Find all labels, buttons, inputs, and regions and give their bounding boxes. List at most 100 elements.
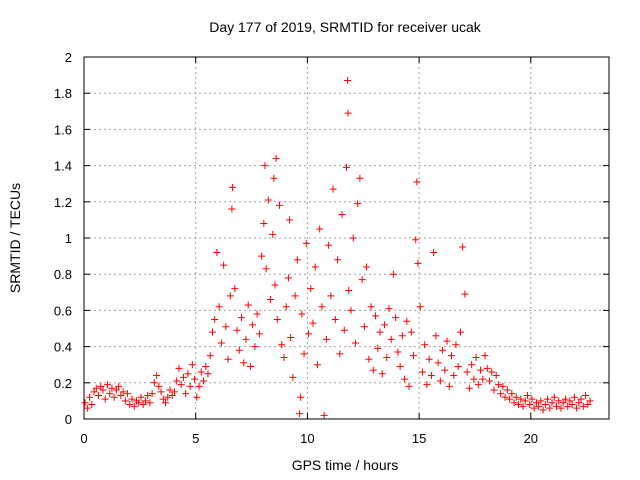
data-point	[452, 341, 460, 349]
data-point	[270, 174, 278, 182]
data-point	[450, 372, 458, 380]
data-point	[275, 201, 283, 209]
data-point	[320, 411, 328, 419]
data-point	[150, 379, 158, 387]
data-point	[550, 393, 558, 401]
data-point	[170, 388, 178, 396]
data-point	[175, 364, 183, 372]
data-point	[211, 315, 219, 323]
data-point	[389, 270, 397, 278]
data-point	[347, 306, 355, 314]
y-tick-label: 1.8	[54, 86, 72, 101]
data-point	[401, 375, 409, 383]
data-point	[557, 404, 565, 412]
data-point	[407, 328, 415, 336]
data-point	[144, 391, 152, 399]
data-point	[253, 310, 261, 318]
data-point	[519, 402, 527, 410]
data-point	[430, 248, 438, 256]
data-point	[459, 243, 467, 251]
data-point	[228, 205, 236, 213]
data-point	[322, 335, 330, 343]
data-point	[354, 200, 362, 208]
data-point	[280, 353, 288, 361]
data-point	[217, 339, 225, 347]
data-point	[503, 386, 511, 394]
data-point	[363, 263, 371, 271]
data-point	[81, 399, 89, 407]
y-tick-label: 0.6	[54, 303, 72, 318]
data-point	[173, 377, 181, 385]
y-tick-label: 2	[65, 50, 72, 65]
data-point	[532, 399, 540, 407]
data-point	[206, 352, 214, 360]
data-point	[179, 373, 187, 381]
data-point	[445, 382, 453, 390]
data-point	[182, 390, 190, 398]
data-point	[535, 402, 543, 410]
y-tick-label: 1.2	[54, 195, 72, 210]
data-point	[577, 395, 585, 403]
data-point	[521, 397, 529, 405]
plot-frame	[83, 56, 610, 420]
data-point	[490, 386, 498, 394]
data-point	[338, 210, 346, 218]
y-tick-label: 1.4	[54, 159, 72, 174]
data-point	[432, 332, 440, 340]
data-point	[148, 390, 156, 398]
data-point	[92, 384, 100, 392]
data-point	[184, 370, 192, 378]
data-point	[121, 397, 129, 405]
y-tick-label: 1	[65, 231, 72, 246]
data-point	[383, 353, 391, 361]
data-point	[166, 386, 174, 394]
data-point	[115, 382, 123, 390]
data-point	[344, 77, 352, 85]
data-point	[427, 372, 435, 380]
data-point	[90, 388, 98, 396]
data-point	[573, 404, 581, 412]
data-point	[541, 401, 549, 409]
x-tick-label: 15	[412, 431, 426, 446]
data-points	[81, 77, 594, 419]
data-point	[512, 393, 520, 401]
data-point	[293, 256, 301, 264]
data-point	[251, 343, 259, 351]
data-point	[300, 350, 308, 358]
data-point	[289, 373, 297, 381]
data-point	[463, 368, 471, 376]
data-point	[468, 361, 476, 369]
data-point	[249, 321, 257, 329]
data-point	[297, 393, 305, 401]
data-point	[410, 352, 418, 360]
data-point	[392, 314, 400, 322]
data-point	[456, 328, 464, 336]
data-point	[508, 390, 516, 398]
data-point	[110, 393, 118, 401]
data-point	[526, 401, 534, 409]
data-point	[119, 388, 127, 396]
data-point	[396, 363, 404, 371]
data-point	[483, 364, 491, 372]
data-point	[146, 399, 154, 407]
data-point	[126, 401, 134, 409]
data-point	[343, 163, 350, 171]
data-point	[246, 363, 254, 371]
data-point	[506, 395, 514, 403]
data-point	[494, 381, 502, 389]
data-point	[579, 402, 587, 410]
data-point	[403, 317, 411, 325]
data-point	[570, 393, 578, 401]
data-point	[365, 355, 373, 363]
data-point	[448, 352, 455, 360]
data-point	[561, 395, 569, 403]
data-point	[177, 381, 185, 389]
data-point	[344, 109, 352, 117]
data-point	[260, 220, 268, 228]
data-point	[139, 401, 147, 409]
data-point	[394, 348, 402, 356]
data-point	[272, 154, 280, 162]
data-point	[240, 359, 248, 367]
data-point	[258, 252, 266, 260]
data-point	[380, 321, 388, 329]
